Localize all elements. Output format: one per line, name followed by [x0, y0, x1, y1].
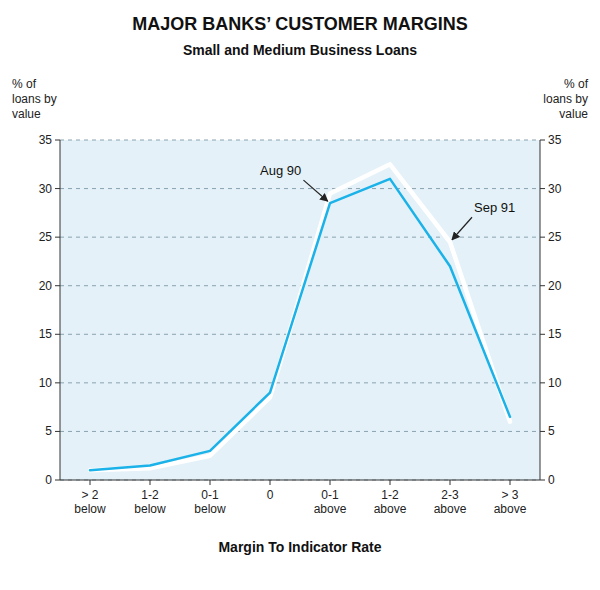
annotation-text: Sep 91 — [474, 200, 515, 215]
plot-background — [60, 140, 540, 480]
grid-line — [60, 480, 540, 481]
x-tick — [450, 480, 451, 485]
grid-line — [60, 431, 540, 432]
y2-tick-label: 20 — [548, 279, 562, 293]
x-tick — [330, 480, 331, 485]
y2-tick-label: 35 — [548, 133, 562, 147]
x-tick-label: 1-2below — [134, 488, 166, 516]
x-axis-label: Margin To Indicator Rate — [218, 539, 381, 555]
grid-line — [60, 382, 540, 383]
series-line — [90, 164, 510, 470]
y2-tick-label: 5 — [548, 424, 555, 438]
grid-line — [60, 285, 540, 286]
annotation-text: Aug 90 — [260, 163, 301, 178]
y2-axis-label: % ofloans byvalue — [543, 77, 588, 121]
x-tick-label: 0 — [267, 488, 274, 502]
y2-tick-label: 0 — [548, 473, 555, 487]
x-tick-label: 0-1below — [194, 488, 226, 516]
x-tick — [150, 480, 151, 485]
y2-tick — [540, 480, 545, 481]
chart: 0510152025303505101520253035> 2below1-2b… — [0, 0, 600, 590]
grid-line — [60, 140, 540, 141]
lines — [90, 164, 510, 470]
y2-tick — [540, 140, 545, 141]
text-line: above — [314, 502, 347, 516]
y2-tick — [540, 285, 545, 286]
text-line: above — [494, 502, 527, 516]
y2-tick — [540, 431, 545, 432]
y2-tick-label: 15 — [548, 327, 562, 341]
x-tick-label: > 3above — [494, 488, 527, 516]
text-line: value — [559, 107, 588, 121]
text-line: below — [134, 502, 166, 516]
x-tick-label: 2-3above — [434, 488, 467, 516]
text-line: 0 — [267, 488, 274, 502]
y-tick — [55, 285, 60, 286]
y-tick — [55, 334, 60, 335]
y-tick-label: 30 — [39, 182, 53, 196]
y2-tick — [540, 237, 545, 238]
text-line: 0-1 — [201, 488, 219, 502]
x-tick — [390, 480, 391, 485]
annotation-arrow — [303, 180, 327, 201]
y-tick — [55, 431, 60, 432]
y-tick — [55, 382, 60, 383]
y-tick-label: 15 — [39, 327, 53, 341]
y-tick-label: 25 — [39, 230, 53, 244]
text-line: 1-2 — [381, 488, 399, 502]
x-tick-label: > 2below — [74, 488, 106, 516]
y-tick-label: 10 — [39, 376, 53, 390]
y-tick-label: 0 — [45, 473, 52, 487]
y2-tick-label: 25 — [548, 230, 562, 244]
y-tick — [55, 140, 60, 141]
grid-line — [60, 188, 540, 189]
grid-line — [60, 237, 540, 238]
x-tick-label: 0-1above — [314, 488, 347, 516]
text-line: % of — [564, 77, 589, 91]
text-line: below — [194, 502, 226, 516]
y-tick-label: 20 — [39, 279, 53, 293]
y2-tick-label: 10 — [548, 376, 562, 390]
grid-line — [60, 334, 540, 335]
y2-tick — [540, 382, 545, 383]
text-line: below — [74, 502, 106, 516]
text-line: > 2 — [81, 488, 98, 502]
text-line: above — [374, 502, 407, 516]
y-axis-label: % ofloans byvalue — [12, 77, 57, 121]
title: MAJOR BANKS’ CUSTOMER MARGINS — [132, 14, 468, 34]
x-tick — [270, 480, 271, 485]
annotation-arrow — [452, 217, 472, 240]
y2-axis-line — [540, 140, 541, 480]
y-tick — [55, 237, 60, 238]
y2-tick — [540, 188, 545, 189]
series-line — [90, 179, 510, 470]
x-tick — [510, 480, 511, 485]
y2-tick — [540, 334, 545, 335]
text-line: value — [12, 107, 41, 121]
y-axis-line — [60, 140, 61, 480]
text-line: > 3 — [501, 488, 518, 502]
text-line: loans by — [12, 92, 57, 106]
x-tick — [210, 480, 211, 485]
x-tick-label: 1-2above — [374, 488, 407, 516]
x-axis-line — [60, 480, 540, 481]
y-tick — [55, 188, 60, 189]
text-line: 2-3 — [441, 488, 459, 502]
text-line: 0-1 — [321, 488, 339, 502]
text-line: above — [434, 502, 467, 516]
y-tick-label: 35 — [39, 133, 53, 147]
text-line: % of — [12, 77, 37, 91]
text-line: loans by — [543, 92, 588, 106]
y-tick-label: 5 — [45, 424, 52, 438]
x-tick — [90, 480, 91, 485]
y2-tick-label: 30 — [548, 182, 562, 196]
subtitle: Small and Medium Business Loans — [183, 42, 417, 58]
text-line: 1-2 — [141, 488, 159, 502]
y-tick — [55, 480, 60, 481]
